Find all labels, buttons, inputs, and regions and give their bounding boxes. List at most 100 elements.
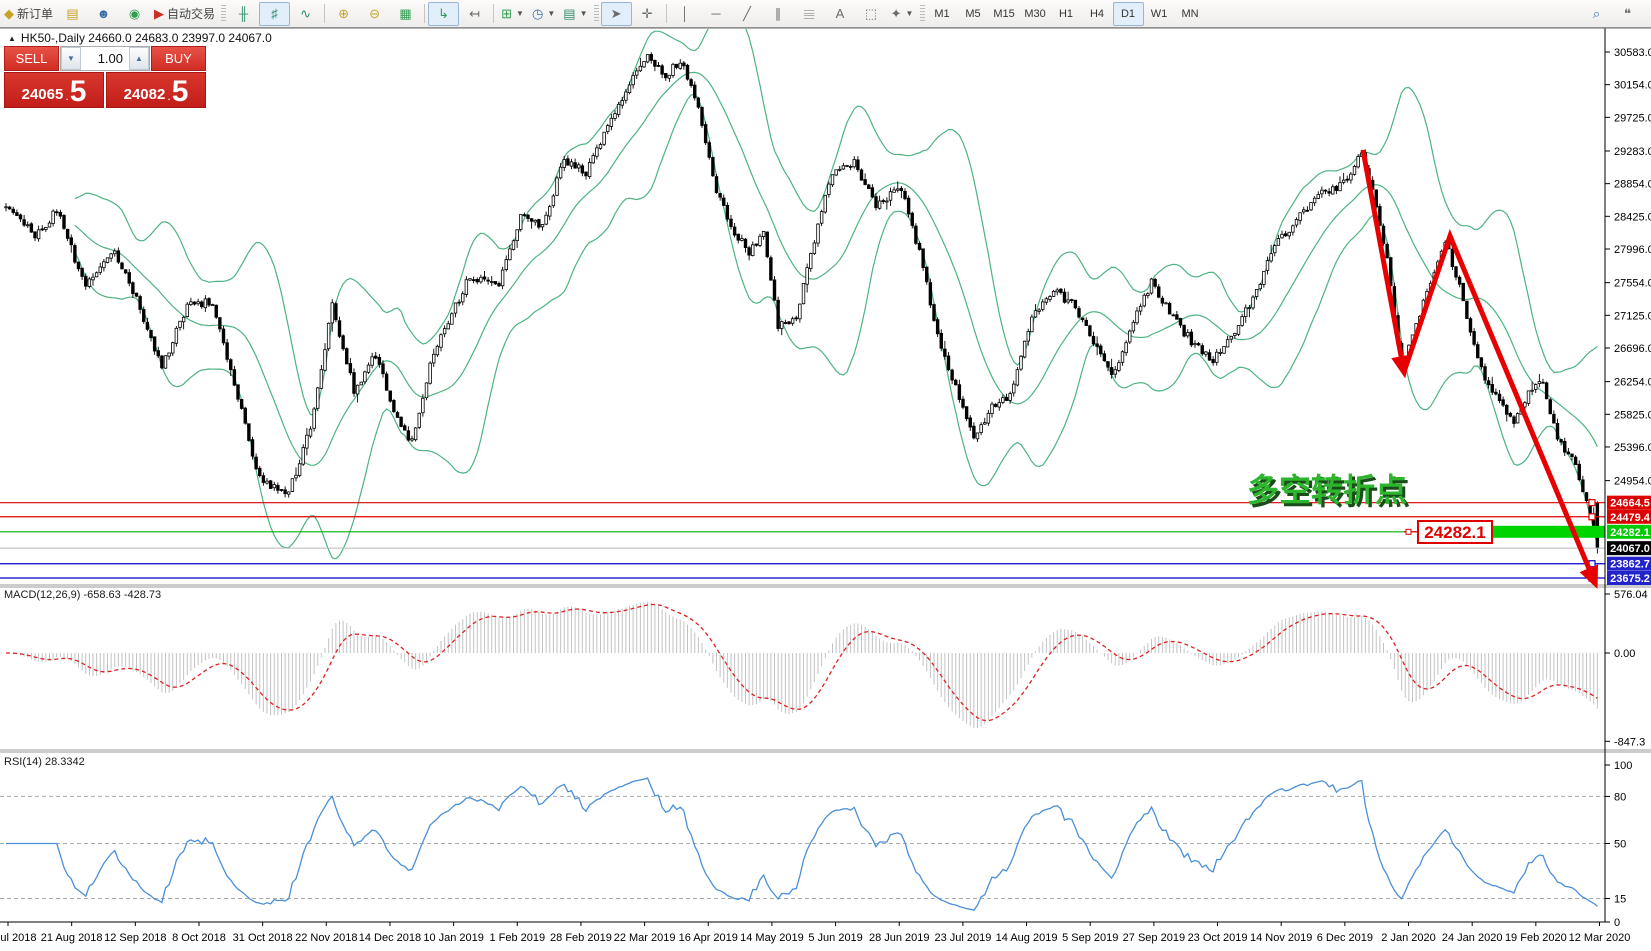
chart-title: ▲ HK50-,Daily 24660.0 24683.0 23997.0 24… — [8, 31, 272, 45]
sell-price-main: 24065 — [21, 86, 64, 103]
svg-text:22 Nov 2018: 22 Nov 2018 — [295, 932, 357, 944]
zoom-out-icon: ⊖ — [369, 6, 380, 21]
arrows-shapes-icon: ✦ — [890, 6, 902, 21]
periods-button[interactable]: ◷ ▼ — [528, 2, 559, 26]
svg-text:24067.0: 24067.0 — [1610, 543, 1650, 555]
chat-icon: ❝ — [1624, 6, 1631, 21]
trendline-button[interactable]: ╱ — [732, 2, 763, 26]
timeframe-h1[interactable]: H1 — [1051, 2, 1082, 26]
volume-input[interactable] — [81, 47, 129, 70]
fibonacci-icon: 𝄙 — [803, 6, 815, 21]
svg-text:6 Dec 2019: 6 Dec 2019 — [1317, 932, 1373, 944]
autotrading-button[interactable]: ▶ 自动交易 — [150, 2, 219, 26]
zoom-out-button[interactable]: ⊖ — [359, 2, 390, 26]
svg-text:多空转折点: 多空转折点 — [1247, 472, 1407, 508]
macd-pane-label: MACD(12,26,9) -658.63 -428.73 — [4, 589, 161, 601]
timeframe-h4[interactable]: H4 — [1082, 2, 1113, 26]
svg-text:29725.0: 29725.0 — [1614, 112, 1651, 124]
svg-text:26696.0: 26696.0 — [1614, 343, 1651, 355]
zoom-in-button[interactable]: ⊕ — [328, 2, 359, 26]
one-click-trading-panel: SELL ▼ ▲ BUY 24065 . 5 24082 . 5 — [4, 46, 206, 108]
toolbar-separator — [424, 4, 426, 23]
svg-text:24282.1: 24282.1 — [1424, 523, 1485, 542]
chart-shift-icon: ↤ — [469, 6, 480, 21]
signals-button[interactable]: ◉ — [119, 2, 150, 26]
text-icon: A — [835, 6, 845, 21]
new-order-label: 新订单 — [17, 7, 54, 21]
tile-windows-icon: ▦ — [399, 6, 412, 21]
auto-scroll-icon: ↳ — [438, 6, 449, 21]
text-label-button[interactable]: ⬚ — [856, 2, 887, 26]
bar-chart-button[interactable]: ╫ — [228, 2, 259, 26]
buy-price-dot: . — [167, 89, 171, 103]
timeframe-m1[interactable]: M1 — [927, 2, 958, 26]
svg-text:12 Mar 2020: 12 Mar 2020 — [1569, 932, 1631, 944]
toolbar-grip — [593, 4, 599, 23]
svg-text:21 Aug 2018: 21 Aug 2018 — [41, 932, 103, 944]
timeframe-label: D1 — [1120, 7, 1136, 20]
indicators-icon: ⊞ — [501, 6, 513, 21]
toolbar-grip — [221, 4, 227, 23]
new-order-button[interactable]: ◆ 新订单 — [0, 2, 57, 26]
timeframe-mn[interactable]: MN — [1175, 2, 1206, 26]
sell-price-display[interactable]: 24065 . 5 — [4, 72, 104, 108]
svg-text:27125.0: 27125.0 — [1614, 310, 1651, 322]
buy-price-display[interactable]: 24082 . 5 — [106, 72, 206, 108]
line-chart-button[interactable]: ∿ — [290, 2, 321, 26]
svg-text:2 Jan 2020: 2 Jan 2020 — [1381, 932, 1435, 944]
sell-button[interactable]: SELL — [4, 46, 59, 71]
channel-button[interactable]: ∥ — [763, 2, 794, 26]
svg-text:15: 15 — [1614, 893, 1626, 905]
toolbar-separator — [493, 4, 495, 23]
timeframe-m5[interactable]: M5 — [958, 2, 989, 26]
svg-text:16 Apr 2019: 16 Apr 2019 — [679, 932, 738, 944]
svg-text:27996.0: 27996.0 — [1614, 244, 1651, 256]
timeframe-w1[interactable]: W1 — [1144, 2, 1175, 26]
timeframe-d1[interactable]: D1 — [1112, 1, 1144, 26]
search-button[interactable]: ⌕ — [1581, 2, 1612, 26]
indicators-button[interactable]: ⊞ ▼ — [497, 2, 528, 26]
volume-decrease-button[interactable]: ▼ — [61, 47, 81, 70]
svg-text:14 Dec 2018: 14 Dec 2018 — [359, 932, 421, 944]
buy-price-big-digit: 5 — [171, 75, 189, 108]
svg-text:24664.5: 24664.5 — [1610, 498, 1650, 510]
cursor-button[interactable]: ➤ — [600, 1, 632, 26]
candlestick-chart-button[interactable]: ♯ — [259, 1, 291, 26]
horizontal-line-button[interactable]: ─ — [701, 2, 732, 26]
svg-text:23862.7: 23862.7 — [1610, 559, 1650, 571]
auto-scroll-button[interactable]: ↳ — [428, 1, 460, 26]
svg-text:50: 50 — [1614, 839, 1626, 851]
market-watch-button[interactable]: ☻ — [88, 2, 119, 26]
timeframe-label: M30 — [1024, 7, 1046, 20]
volume-increase-button[interactable]: ▲ — [129, 47, 149, 70]
svg-text:27554.0: 27554.0 — [1614, 278, 1651, 290]
arrows-button[interactable]: ✦ ▼ — [887, 2, 918, 26]
timeframe-m15[interactable]: M15 — [989, 2, 1020, 26]
templates-button[interactable]: ▤ ▼ — [559, 2, 591, 26]
chart-shift-button[interactable]: ↤ — [459, 2, 490, 26]
svg-text:28 Feb 2019: 28 Feb 2019 — [550, 932, 612, 944]
tile-windows-button[interactable]: ▦ — [390, 2, 421, 26]
dropdown-arrow-icon: ▼ — [516, 9, 524, 18]
buy-button[interactable]: BUY — [151, 46, 206, 71]
crosshair-button[interactable]: ✛ — [632, 2, 663, 26]
svg-text:30 Jul 2018: 30 Jul 2018 — [0, 932, 36, 944]
bar-chart-icon: ╫ — [238, 6, 249, 21]
toolbar-separator — [324, 4, 326, 23]
fibonacci-button[interactable]: 𝄙 — [794, 2, 825, 26]
news-button[interactable]: ▤ — [57, 2, 88, 26]
svg-text:24282.1: 24282.1 — [1610, 527, 1650, 539]
svg-text:24 Jan 2020: 24 Jan 2020 — [1442, 932, 1503, 944]
chat-button[interactable]: ❝ — [1612, 2, 1643, 26]
svg-text:5 Sep 2019: 5 Sep 2019 — [1062, 932, 1118, 944]
text-button[interactable]: A — [825, 2, 856, 26]
timeframe-label: H4 — [1089, 7, 1105, 20]
timeframe-m30[interactable]: M30 — [1020, 2, 1051, 26]
svg-text:14 May 2019: 14 May 2019 — [740, 932, 804, 944]
signals-icon: ◉ — [128, 6, 141, 21]
toolbar-separator — [665, 4, 667, 23]
vertical-line-button[interactable]: │ — [670, 2, 701, 26]
horizontal-line-icon: ─ — [711, 6, 721, 21]
